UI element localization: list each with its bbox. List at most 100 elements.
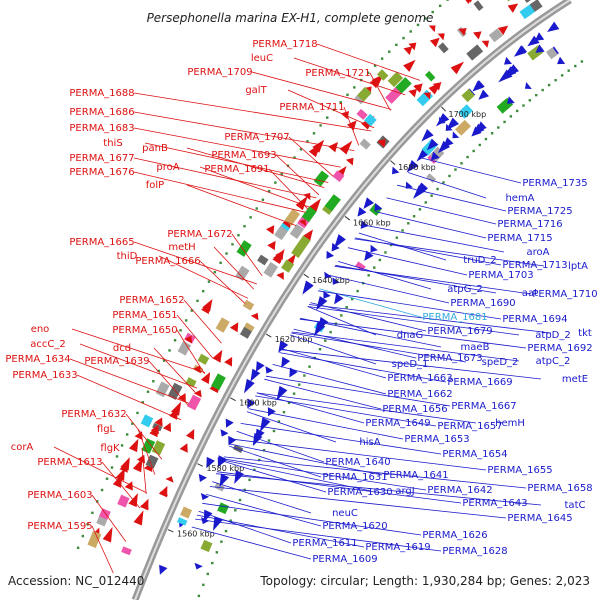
gene-label[interactable]: PERMA_1690: [450, 298, 515, 309]
gene-label[interactable]: PERMA_1667: [451, 401, 516, 412]
gene-label[interactable]: PERMA_1710: [532, 289, 597, 300]
gene-label[interactable]: PERMA_1691: [204, 164, 269, 175]
gene-label[interactable]: aat: [522, 288, 538, 299]
gene-label[interactable]: PERMA_1679: [427, 326, 492, 337]
gene-label[interactable]: PERMA_1735: [522, 178, 587, 189]
gene-label[interactable]: PERMA_1642: [427, 485, 492, 496]
gene-label[interactable]: thiS: [103, 138, 122, 149]
gene-label[interactable]: PERMA_1686: [69, 107, 134, 118]
gene-label[interactable]: PERMA_1631: [322, 472, 387, 483]
gene-label[interactable]: PERMA_1665: [69, 237, 134, 248]
gene-label[interactable]: PERMA_1628: [442, 546, 507, 557]
gene-label[interactable]: galT: [245, 85, 267, 96]
gene-label[interactable]: PERMA_1716: [497, 219, 562, 230]
gene-label[interactable]: panB: [142, 143, 168, 154]
gene-label[interactable]: PERMA_1669: [447, 377, 512, 388]
gene-label[interactable]: PERMA_1709: [187, 67, 252, 78]
gene-label[interactable]: PERMA_1718: [252, 39, 317, 50]
gene-label[interactable]: PERMA_1652: [119, 295, 184, 306]
gene-label[interactable]: PERMA_1611: [292, 538, 357, 549]
gene-label[interactable]: PERMA_1656: [382, 404, 447, 415]
gene-label[interactable]: PERMA_1651: [112, 310, 177, 321]
gene-label[interactable]: PERMA_1721: [305, 68, 370, 79]
gene-label[interactable]: tatC: [565, 500, 586, 511]
gene-label[interactable]: PERMA_1643: [462, 498, 527, 509]
gene-label[interactable]: PERMA_1677: [69, 153, 134, 164]
gene-label[interactable]: atpC_2: [536, 356, 571, 367]
gene-label[interactable]: PERMA_1676: [69, 167, 134, 178]
gene-label[interactable]: hisA: [359, 437, 380, 448]
gene-label[interactable]: PERMA_1630: [327, 487, 392, 498]
gene-label[interactable]: PERMA_1688: [69, 88, 134, 99]
gene-label[interactable]: truD_2: [463, 255, 496, 266]
gene-label[interactable]: folP: [146, 180, 164, 191]
gene-label[interactable]: PERMA_1634: [5, 354, 70, 365]
gene-label[interactable]: PERMA_1613: [37, 457, 102, 468]
gene-label[interactable]: argJ: [395, 486, 414, 497]
gene-label[interactable]: PERMA_1619: [365, 542, 430, 553]
gene-label[interactable]: PERMA_1707: [224, 132, 289, 143]
gene-label[interactable]: PERMA_1655: [487, 465, 552, 476]
track-dot: [580, 60, 584, 63]
gene-label[interactable]: PERMA_1603: [27, 490, 92, 501]
track-dot: [438, 4, 442, 8]
gene-label[interactable]: PERMA_1713: [502, 260, 567, 271]
track-dot: [255, 207, 258, 210]
track-dot: [466, 155, 469, 159]
gene-label[interactable]: PERMA_1673: [417, 353, 482, 364]
gene-label[interactable]: PERMA_1711: [279, 102, 344, 113]
gene-label[interactable]: corA: [11, 442, 34, 453]
gene-label[interactable]: PERMA_1693: [211, 150, 276, 161]
gene-label[interactable]: PERMA_1692: [527, 343, 592, 354]
gene-label[interactable]: dcd: [113, 343, 131, 354]
gene-label[interactable]: PERMA_1681: [422, 312, 487, 323]
gene-label[interactable]: PERMA_1641: [383, 470, 448, 481]
gene-label[interactable]: PERMA_1683: [69, 123, 134, 134]
gene-label[interactable]: PERMA_1703: [468, 270, 533, 281]
gene-label[interactable]: PERMA_1645: [507, 513, 572, 524]
gene-label[interactable]: PERMA_1725: [507, 206, 572, 217]
gene-label[interactable]: PERMA_1595: [27, 521, 92, 532]
gene-label[interactable]: metE: [562, 374, 588, 385]
gene-label[interactable]: hemA: [505, 193, 534, 204]
gene-label[interactable]: PERMA_1715: [487, 233, 552, 244]
gene-connector-line: [176, 314, 214, 359]
gene-label[interactable]: PERMA_1650: [112, 325, 177, 336]
gene-label[interactable]: metH: [168, 242, 195, 253]
gene-label[interactable]: PERMA_1632: [61, 409, 126, 420]
gene-label[interactable]: dnaG: [397, 330, 424, 341]
gene-label[interactable]: proA: [156, 162, 179, 173]
gene-label[interactable]: lptA: [568, 261, 588, 272]
gene-label[interactable]: PERMA_1666: [135, 256, 200, 267]
gene-label[interactable]: accC_2: [30, 339, 65, 350]
gene-label[interactable]: eno: [31, 324, 50, 335]
gene-label[interactable]: PERMA_1672: [167, 229, 232, 240]
gene-label[interactable]: PERMA_1657: [437, 421, 502, 432]
gene-label[interactable]: PERMA_1658: [527, 483, 592, 494]
gene-label[interactable]: PERMA_1609: [312, 554, 377, 565]
gene-label[interactable]: hemH: [495, 418, 525, 429]
gene-label[interactable]: speD_1: [392, 359, 429, 370]
gene-label[interactable]: PERMA_1633: [12, 370, 77, 381]
gene-label[interactable]: PERMA_1620: [322, 521, 387, 532]
gene-label[interactable]: PERMA_1649: [365, 418, 430, 429]
gene-label[interactable]: thiD: [117, 251, 138, 262]
gene-label[interactable]: PERMA_1663: [387, 373, 452, 384]
gene-label[interactable]: speD_2: [482, 357, 519, 368]
gene-label[interactable]: atpG_2: [447, 284, 483, 295]
gene-label[interactable]: PERMA_1662: [387, 389, 452, 400]
gene-label[interactable]: leuC: [251, 53, 273, 64]
gene-label[interactable]: PERMA_1653: [404, 434, 469, 445]
gene-label[interactable]: PERMA_1694: [502, 314, 567, 325]
gene-label[interactable]: neuC: [332, 508, 358, 519]
gene-label[interactable]: tkt: [578, 328, 592, 339]
gene-label[interactable]: PERMA_1654: [442, 449, 507, 460]
gene-label[interactable]: flgK: [100, 443, 120, 454]
gene-label[interactable]: aroA: [527, 247, 550, 258]
gene-label[interactable]: PERMA_1626: [422, 530, 487, 541]
gene-label[interactable]: PERMA_1640: [325, 457, 390, 468]
gene-label[interactable]: maeB: [461, 342, 490, 353]
gene-label[interactable]: flgL: [97, 424, 116, 435]
gene-label[interactable]: PERMA_1639: [84, 356, 149, 367]
gene-label[interactable]: atpD_2: [535, 330, 570, 341]
